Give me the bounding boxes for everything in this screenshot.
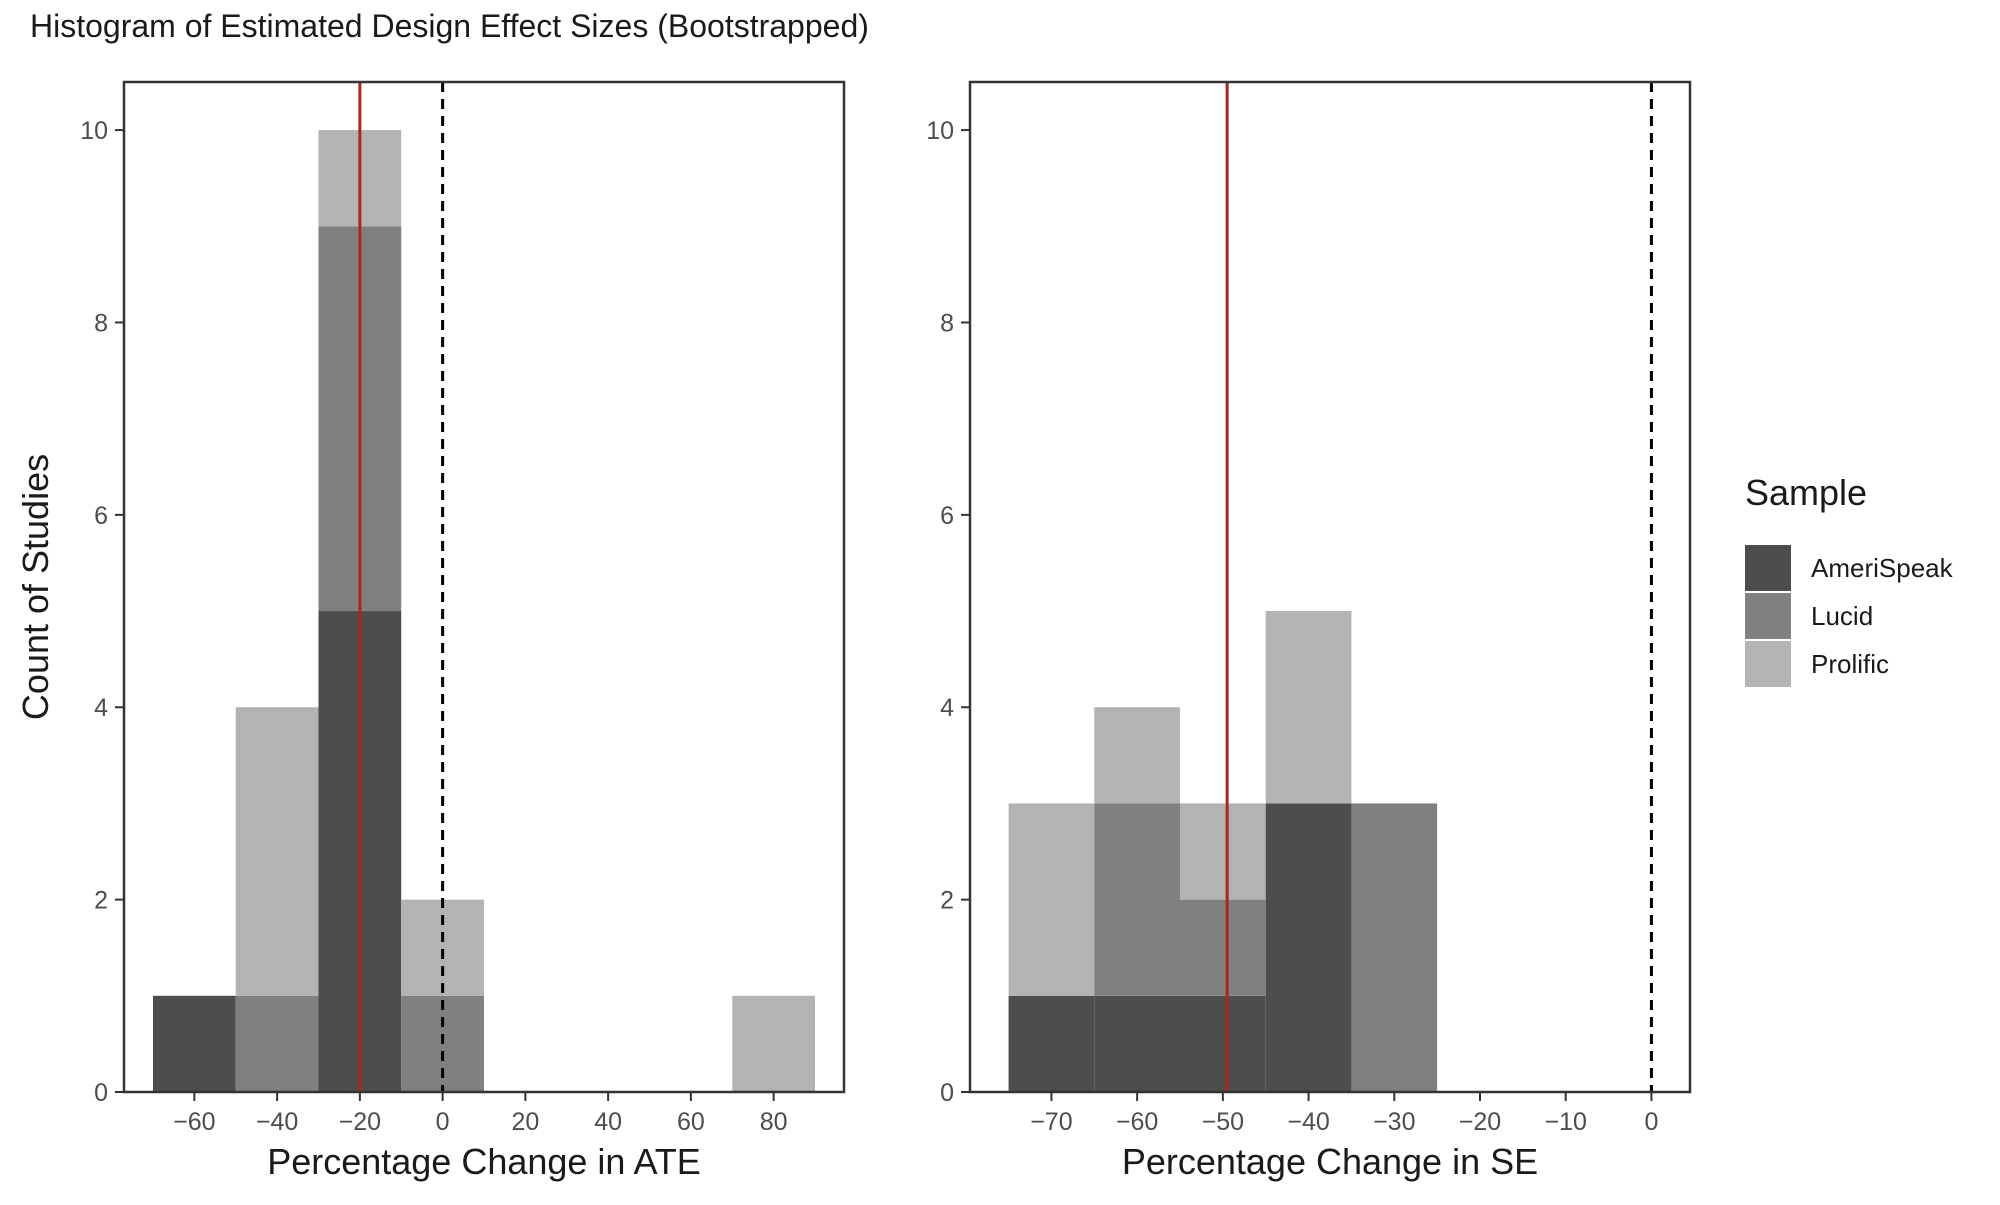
legend-swatch-lucid: [1745, 593, 1791, 639]
bar-lucid-1-1: [1094, 803, 1180, 996]
legend-swatch-prolific: [1745, 641, 1791, 687]
x-tick-label-0-3: 0: [436, 1108, 450, 1136]
y-tick-label-0-6: 6: [94, 502, 108, 530]
y-tick-label-0-4: 4: [94, 694, 108, 722]
panel-border-0: [122, 80, 846, 1094]
bar-prolific-0-1: [235, 707, 319, 996]
x-tick-label-1-1: −60: [1116, 1108, 1158, 1136]
y-tick-label-1-4: 4: [940, 694, 954, 722]
x-tick-label-1-5: −20: [1459, 1108, 1501, 1136]
x-tick-label-1-6: −10: [1545, 1108, 1587, 1136]
x-tick-label-0-4: 20: [511, 1108, 539, 1136]
legend-title: Sample: [1745, 472, 1867, 513]
y-tick-label-0-2: 2: [94, 887, 108, 915]
y-tick-label-1-10: 10: [926, 117, 954, 145]
y-tick-label-0-8: 8: [94, 309, 108, 337]
bar-amerispeak-0-0: [152, 995, 236, 1092]
x-tick-label-1-2: −50: [1202, 1108, 1244, 1136]
bar-prolific-1-0: [1008, 803, 1095, 996]
bar-lucid-1-4: [1351, 803, 1438, 1092]
x-tick-label-0-5: 40: [594, 1108, 622, 1136]
x-tick-label-1-3: −40: [1287, 1108, 1329, 1136]
x-tick-label-1-0: −70: [1030, 1108, 1072, 1136]
x-axis-title-0: Percentage Change in ATE: [267, 1141, 701, 1182]
bar-prolific-1-3: [1265, 611, 1352, 804]
x-tick-label-0-7: 80: [760, 1108, 788, 1136]
x-tick-label-0-2: −20: [339, 1108, 381, 1136]
bar-prolific-1-1: [1094, 707, 1180, 804]
bar-prolific-1-2: [1180, 803, 1266, 900]
bar-lucid-1-2: [1180, 899, 1266, 996]
bar-amerispeak-1-0: [1008, 995, 1095, 1092]
x-tick-label-0-0: −60: [173, 1108, 215, 1136]
y-tick-label-0-10: 10: [80, 117, 108, 145]
panel-border-1: [968, 80, 1692, 1094]
x-tick-label-1-4: −30: [1373, 1108, 1415, 1136]
legend-label-lucid: Lucid: [1811, 601, 1873, 631]
bar-amerispeak-1-1: [1094, 995, 1180, 1092]
legend-label-prolific: Prolific: [1811, 649, 1889, 679]
y-axis-title-0: Count of Studies: [15, 454, 56, 720]
y-tick-label-1-2: 2: [940, 887, 954, 915]
y-tick-label-1-6: 6: [940, 502, 954, 530]
legend-swatch-amerispeak: [1745, 545, 1791, 591]
x-axis-title-1: Percentage Change in SE: [1122, 1141, 1538, 1182]
bar-amerispeak-1-3: [1265, 803, 1352, 1092]
y-tick-label-1-8: 8: [940, 309, 954, 337]
bar-prolific-0-4: [732, 995, 816, 1092]
chart-title: Histogram of Estimated Design Effect Siz…: [30, 8, 869, 44]
legend-label-amerispeak: AmeriSpeak: [1811, 553, 1954, 583]
x-tick-label-0-1: −40: [256, 1108, 298, 1136]
x-tick-label-1-7: 0: [1644, 1108, 1658, 1136]
bar-prolific-0-3: [401, 899, 484, 996]
y-tick-label-1-0: 0: [940, 1079, 954, 1107]
bar-amerispeak-1-2: [1180, 995, 1266, 1092]
x-tick-label-0-6: 60: [677, 1108, 705, 1136]
bar-lucid-0-1: [235, 995, 319, 1092]
y-tick-label-0-0: 0: [94, 1079, 108, 1107]
